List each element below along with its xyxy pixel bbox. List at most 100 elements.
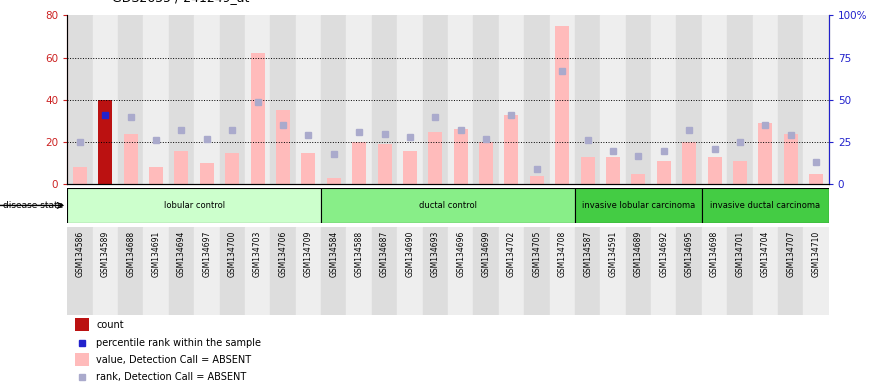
- Bar: [194, 15, 220, 184]
- Bar: [245, 227, 271, 315]
- Text: GSM134700: GSM134700: [228, 231, 237, 277]
- Bar: [99, 100, 112, 184]
- Bar: [473, 15, 499, 184]
- Bar: [479, 142, 493, 184]
- Bar: [600, 227, 625, 315]
- Text: ductal control: ductal control: [419, 201, 477, 210]
- Bar: [625, 15, 651, 184]
- Bar: [118, 15, 143, 184]
- Bar: [499, 15, 524, 184]
- Text: GSM134589: GSM134589: [100, 231, 110, 277]
- Bar: [321, 227, 347, 315]
- Text: lobular control: lobular control: [164, 201, 225, 210]
- Bar: [606, 157, 620, 184]
- Text: GSM134704: GSM134704: [761, 231, 770, 277]
- Text: GSM134591: GSM134591: [608, 231, 617, 277]
- Bar: [651, 227, 676, 315]
- Bar: [423, 227, 448, 315]
- Bar: [143, 227, 168, 315]
- Bar: [804, 15, 829, 184]
- Bar: [575, 227, 600, 315]
- Bar: [403, 151, 417, 184]
- Bar: [809, 174, 823, 184]
- Bar: [499, 227, 524, 315]
- Text: GSM134701: GSM134701: [736, 231, 745, 277]
- Text: rank, Detection Call = ABSENT: rank, Detection Call = ABSENT: [96, 372, 246, 382]
- Bar: [524, 227, 549, 315]
- Text: GSM134588: GSM134588: [355, 231, 364, 277]
- Bar: [92, 15, 118, 184]
- Bar: [632, 174, 645, 184]
- Bar: [321, 15, 347, 184]
- Bar: [75, 353, 89, 366]
- Bar: [448, 227, 473, 315]
- Bar: [200, 163, 214, 184]
- Text: GDS2635 / 241249_at: GDS2635 / 241249_at: [112, 0, 249, 4]
- Bar: [245, 15, 271, 184]
- Bar: [220, 227, 245, 315]
- Bar: [728, 227, 753, 315]
- Text: invasive lobular carcinoma: invasive lobular carcinoma: [582, 201, 695, 210]
- Bar: [758, 123, 772, 184]
- Text: GSM134696: GSM134696: [456, 231, 465, 277]
- Text: value, Detection Call = ABSENT: value, Detection Call = ABSENT: [96, 355, 251, 365]
- Bar: [194, 227, 220, 315]
- Bar: [581, 157, 595, 184]
- Bar: [168, 15, 194, 184]
- Text: disease state: disease state: [3, 201, 63, 210]
- Bar: [124, 134, 138, 184]
- Bar: [728, 15, 753, 184]
- Bar: [549, 227, 575, 315]
- Bar: [321, 188, 575, 223]
- Bar: [372, 227, 397, 315]
- Bar: [575, 15, 600, 184]
- Bar: [168, 227, 194, 315]
- Bar: [530, 176, 544, 184]
- Bar: [271, 15, 296, 184]
- Bar: [118, 227, 143, 315]
- Text: GSM134699: GSM134699: [481, 231, 491, 277]
- Bar: [175, 151, 188, 184]
- Text: GSM134698: GSM134698: [710, 231, 719, 277]
- Text: GSM134709: GSM134709: [304, 231, 313, 277]
- Bar: [556, 26, 569, 184]
- Bar: [702, 188, 829, 223]
- Bar: [296, 227, 321, 315]
- Bar: [473, 227, 499, 315]
- Text: GSM134693: GSM134693: [431, 231, 440, 277]
- Bar: [352, 142, 366, 184]
- Bar: [778, 227, 804, 315]
- Bar: [733, 161, 747, 184]
- Text: percentile rank within the sample: percentile rank within the sample: [96, 338, 261, 348]
- Bar: [347, 15, 372, 184]
- Text: GSM134689: GSM134689: [633, 231, 643, 277]
- Bar: [708, 157, 721, 184]
- Bar: [657, 161, 671, 184]
- Bar: [271, 227, 296, 315]
- Text: GSM134697: GSM134697: [202, 231, 211, 277]
- Bar: [778, 15, 804, 184]
- Bar: [220, 15, 245, 184]
- Text: GSM134702: GSM134702: [507, 231, 516, 277]
- Bar: [784, 134, 797, 184]
- Text: GSM134691: GSM134691: [151, 231, 160, 277]
- Bar: [651, 15, 676, 184]
- Text: count: count: [96, 320, 124, 330]
- Bar: [67, 188, 321, 223]
- Text: GSM134705: GSM134705: [532, 231, 541, 277]
- Bar: [625, 227, 651, 315]
- Bar: [423, 15, 448, 184]
- Text: GSM134587: GSM134587: [583, 231, 592, 277]
- Bar: [143, 15, 168, 184]
- Bar: [702, 15, 728, 184]
- Bar: [676, 227, 702, 315]
- Bar: [301, 152, 315, 184]
- Text: GSM134706: GSM134706: [279, 231, 288, 277]
- Text: GSM134695: GSM134695: [685, 231, 694, 277]
- Bar: [448, 15, 473, 184]
- Bar: [92, 227, 118, 315]
- Bar: [327, 178, 340, 184]
- Text: GSM134584: GSM134584: [329, 231, 339, 277]
- Bar: [73, 167, 87, 184]
- Bar: [67, 227, 92, 315]
